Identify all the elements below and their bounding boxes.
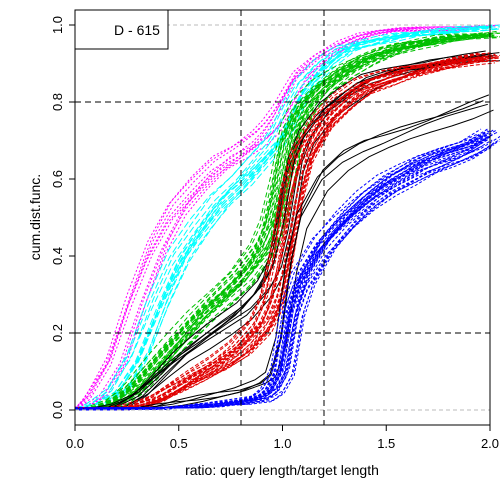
cdf-curve <box>75 137 489 410</box>
cdf-curve <box>74 27 481 410</box>
cdf-curve <box>74 26 480 411</box>
cdf-curve <box>74 34 485 410</box>
y-tick-label: 1.0 <box>50 16 65 34</box>
x-axis-label: ratio: query length/target length <box>185 462 379 478</box>
reference-lines <box>75 10 490 425</box>
y-tick-label: 0.0 <box>50 401 65 419</box>
cdf-curve <box>80 55 496 411</box>
cdf-curve <box>76 146 493 411</box>
x-tick-label: 1.5 <box>377 436 395 451</box>
x-tick-label: 0.5 <box>170 436 188 451</box>
cdf-curve <box>76 26 492 409</box>
y-axis-label: cum.dist.func. <box>27 174 43 260</box>
cdf-curve <box>75 52 479 409</box>
cdf-curve <box>75 32 490 409</box>
x-tick-label: 1.0 <box>273 436 291 451</box>
x-axis: 0.0 0.5 1.0 1.5 2.0 <box>66 425 499 451</box>
cdf-curve <box>85 36 500 411</box>
legend-box <box>74 9 169 50</box>
cdf-curve <box>85 24 500 409</box>
legend-label: D - 615 <box>114 22 160 38</box>
y-axis: 0.0 0.2 0.4 0.6 0.8 1.0 <box>50 16 75 419</box>
cdf-curve <box>77 139 493 410</box>
cdf-curves <box>74 24 500 411</box>
cdf-curve <box>86 135 500 409</box>
cdf-curve <box>74 130 488 410</box>
cdf-curve <box>75 56 480 409</box>
cdf-curve <box>75 58 485 409</box>
y-tick-label: 0.8 <box>50 93 65 111</box>
cdf-curve <box>75 33 480 409</box>
cdf-curve <box>75 133 479 411</box>
cdf-curve <box>75 35 489 411</box>
cdf-curve <box>74 25 481 411</box>
cdf-curve <box>79 62 495 411</box>
cdf-curve <box>75 58 482 411</box>
cdf-curve <box>83 60 499 411</box>
cdf-curve <box>82 56 498 411</box>
cdf-curve <box>75 94 490 410</box>
cdf-curve <box>77 24 494 409</box>
legend: D - 615 <box>74 9 169 50</box>
cdf-curve <box>74 60 488 410</box>
y-tick-label: 0.4 <box>50 247 65 265</box>
cdf-curve <box>74 26 485 411</box>
y-tick-label: 0.6 <box>50 170 65 188</box>
y-tick-label: 0.2 <box>50 324 65 342</box>
cdf-curve <box>75 50 486 409</box>
cdf-curve <box>75 131 488 409</box>
x-tick-label: 0.0 <box>66 436 84 451</box>
cdf-curve <box>85 54 500 411</box>
cdf-curve <box>74 25 489 409</box>
x-tick-label: 2.0 <box>481 436 499 451</box>
cdf-curve <box>74 27 486 411</box>
cdf-curve <box>80 59 496 411</box>
cdf-curve <box>74 33 487 409</box>
cdf-curve <box>81 26 497 411</box>
cdf-curve <box>75 143 481 409</box>
cdf-curve <box>76 56 492 411</box>
cdf-curve <box>74 138 489 410</box>
cdf-curve <box>74 28 484 411</box>
cdf-curve <box>85 24 500 409</box>
cdf-curve <box>76 57 492 409</box>
